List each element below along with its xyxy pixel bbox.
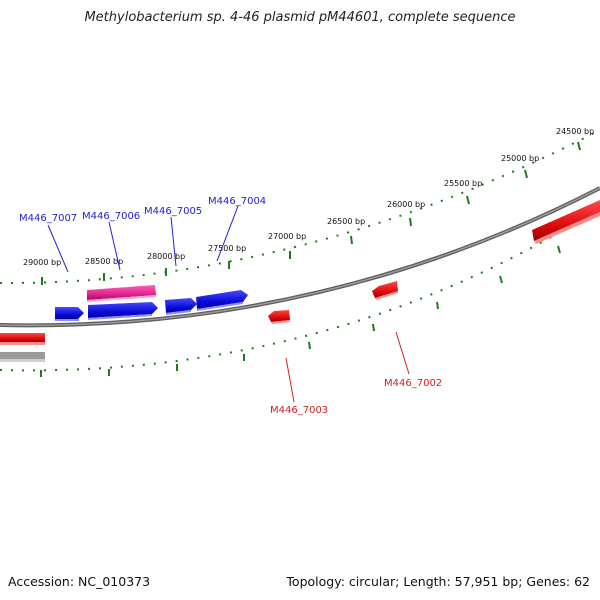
leader-line-m446-7002 bbox=[395, 331, 410, 375]
tick-labels: 29000 bp 28500 bp 28000 bp 27500 bp 2700… bbox=[23, 127, 594, 267]
gene-label-m446-7002[interactable]: M446_7002 bbox=[384, 378, 442, 389]
rna-gene-pink[interactable] bbox=[87, 285, 156, 302]
inner-major-ticks bbox=[40, 245, 561, 377]
gene-arrow-m446-7007[interactable] bbox=[55, 307, 84, 321]
gene-label-m446-7004[interactable]: M446_7004 bbox=[208, 196, 266, 207]
tick-label: 25000 bp bbox=[501, 154, 539, 163]
tick-label: 28500 bp bbox=[85, 257, 123, 266]
gene-arrow-m446-7006[interactable] bbox=[88, 302, 158, 320]
gene-arrow-m446-7003[interactable] bbox=[268, 310, 290, 324]
summary-text: Topology: circular; Length: 57,951 bp; G… bbox=[286, 574, 590, 589]
leader-line-m446-7006 bbox=[108, 221, 121, 271]
forward-genes bbox=[55, 290, 248, 321]
tick-label: 27500 bp bbox=[208, 244, 246, 253]
label-leader-lines bbox=[47, 205, 410, 403]
tick-label: 26500 bp bbox=[327, 217, 365, 226]
gene-label-m446-7007[interactable]: M446_7007 bbox=[19, 213, 77, 224]
tick-label: 25500 bp bbox=[444, 179, 482, 188]
leader-line-m446-7003 bbox=[285, 357, 295, 403]
outer-major-ticks bbox=[41, 141, 581, 285]
gene-labels: M446_7007 M446_7006 M446_7005 M446_7004 … bbox=[19, 196, 442, 416]
gene-label-m446-7005[interactable]: M446_7005 bbox=[144, 206, 202, 217]
tick-label: 26000 bp bbox=[387, 200, 425, 209]
leader-line-m446-7004 bbox=[216, 205, 239, 262]
tick-label: 29000 bp bbox=[23, 258, 61, 267]
accession-text: Accession: NC_010373 bbox=[8, 574, 151, 589]
red-feature-right bbox=[532, 200, 600, 244]
gene-arrow-m446-7004[interactable] bbox=[196, 290, 248, 311]
plasmid-backbone bbox=[0, 186, 600, 328]
tick-label: 24500 bp bbox=[556, 127, 594, 136]
grey-feature-left bbox=[0, 352, 45, 362]
leader-line-m446-7007 bbox=[47, 224, 69, 273]
map-title: Methylobacterium sp. 4-46 plasmid pM4460… bbox=[84, 10, 516, 25]
gene-arrow-m446-7005[interactable] bbox=[165, 298, 197, 315]
reverse-genes bbox=[268, 281, 398, 324]
red-feature-left bbox=[0, 333, 45, 345]
leader-line-m446-7005 bbox=[170, 216, 177, 267]
gene-arrow-m446-7002[interactable] bbox=[372, 281, 398, 300]
gene-label-m446-7003[interactable]: M446_7003 bbox=[270, 405, 328, 416]
tick-label: 27000 bp bbox=[268, 232, 306, 241]
tick-label: 28000 bp bbox=[147, 252, 185, 261]
gene-label-m446-7006[interactable]: M446_7006 bbox=[82, 211, 140, 222]
